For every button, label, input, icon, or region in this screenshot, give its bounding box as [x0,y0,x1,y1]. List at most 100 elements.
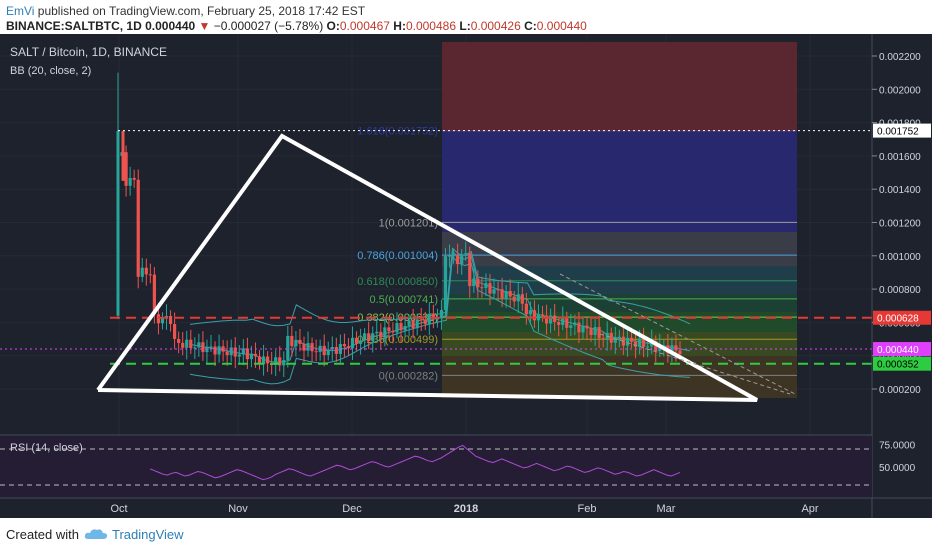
candle-body [431,313,435,319]
candle-body [557,322,561,325]
candle-body [460,254,464,265]
candle-body [322,345,326,356]
chart-area[interactable]: 1.618(0.001752) 1(0.001201) 0.786(0.001004… [0,34,932,518]
candle-body [310,343,314,352]
price-tag-bg [873,310,931,325]
candle-body [249,353,254,360]
chart-title: SALT / Bitcoin, 1D, BINANCE [10,45,167,59]
candle-body [116,130,120,316]
candle-body [152,274,156,315]
candle-body [245,348,249,360]
fib-zone-top [442,42,797,132]
fib-level-label: 0(0.000282) [379,370,438,382]
tradingview-logo-icon [84,529,108,539]
candle-body [173,324,177,339]
rsi-series [0,444,872,486]
candle-body [278,357,282,366]
rsi-line [149,444,681,481]
x-axis-labels: Oct Nov Dec 2018 Feb Mar Apr [110,503,818,515]
price-tag-label: 0.001752 [877,127,919,138]
x-tick-label: Nov [228,503,248,515]
x-tick-label: Dec [342,503,362,515]
x-tick-label: Oct [110,503,127,515]
candle-body [379,331,383,338]
publish-info: EmVi published on TradingView.com, Febru… [6,4,365,18]
high-label: H: [393,19,406,33]
candle-body [500,289,504,299]
candle-body [561,318,565,325]
candle-body [148,274,152,276]
candle-body [593,327,597,336]
candle-body [253,353,258,357]
triangle-drawing[interactable] [96,133,758,402]
candle-body [387,327,391,332]
candle-body [237,354,241,357]
bb-indicator-label[interactable]: BB (20, close, 2) [10,65,91,77]
candle-body [549,315,553,324]
rsi-tick-label: 50.0000 [879,463,916,474]
candle-body [124,152,128,186]
chart-header: EmVi published on TradingView.com, Febru… [0,0,932,34]
candle-body [650,341,654,347]
candle-body [613,338,617,343]
author-link[interactable]: EmVi [6,4,35,18]
rsi-indicator-label[interactable]: RSI (14, close) [10,442,83,454]
candle-body [346,346,351,349]
candle-body [411,320,415,329]
candle-body [629,337,634,342]
candle-body [468,253,472,287]
symbol-name: BINANCE:SALTBTC, 1D [6,19,142,33]
candle-body [516,294,520,302]
y-tick-label: 0.001400 [879,185,921,196]
candle-body [399,323,403,331]
candle-body [456,255,460,265]
last-price: 0.000440 [145,19,196,33]
candle-body [540,314,545,316]
y-tick-label: 0.001000 [879,252,921,263]
fib-level-label: 1(0.001201) [379,217,438,229]
x-tick-label: Apr [801,503,818,515]
candle-body [565,318,569,328]
candle-body [209,346,213,348]
y-tick-label: 0.001600 [879,152,921,163]
footer: Created with TradingView [0,518,932,550]
candle-body [350,337,355,349]
price-tag-label: 0.000628 [877,314,919,325]
price-tag-label: 0.000440 [877,345,919,356]
candle-body [476,278,480,288]
down-arrow-icon: ▼ [198,19,211,33]
price-chart-svg[interactable]: 1.618(0.001752) 1(0.001201) 0.786(0.001004… [0,34,932,518]
projection-line-2 [599,333,791,395]
candle-body [193,347,197,349]
price-tags: 0.001752 0.000628 0.000440 0.000352 [873,123,931,371]
candle-body [633,341,638,347]
candle-body [423,319,427,325]
candle-body [447,255,452,257]
price-change: −0.000027 (−5.78%) [213,19,324,33]
candle-body [451,255,456,257]
candle-body [464,253,468,255]
projection-line-1 [559,273,796,395]
candle-body [136,179,140,277]
candle-body [427,313,431,325]
candle-body [201,342,205,353]
candle-body [326,349,330,356]
candle-body [488,283,492,294]
candle-body [662,345,666,347]
candle-body [439,309,444,319]
candle-body [371,333,375,342]
tradingview-brand-link[interactable]: TradingView [112,527,184,542]
candle-body [140,267,144,277]
candle-body [121,130,125,181]
candle-body [241,348,245,355]
candle-body [160,318,165,324]
candle-body [395,323,399,333]
candle-body [589,328,593,336]
candle-body [544,315,549,324]
candle-body [197,342,201,348]
candle-body [532,310,537,321]
x-tick-label: 2018 [454,503,478,515]
candle-body [625,337,630,346]
rsi-axis: 75.0000 50.0000 [879,441,916,475]
candle-body [358,340,363,344]
